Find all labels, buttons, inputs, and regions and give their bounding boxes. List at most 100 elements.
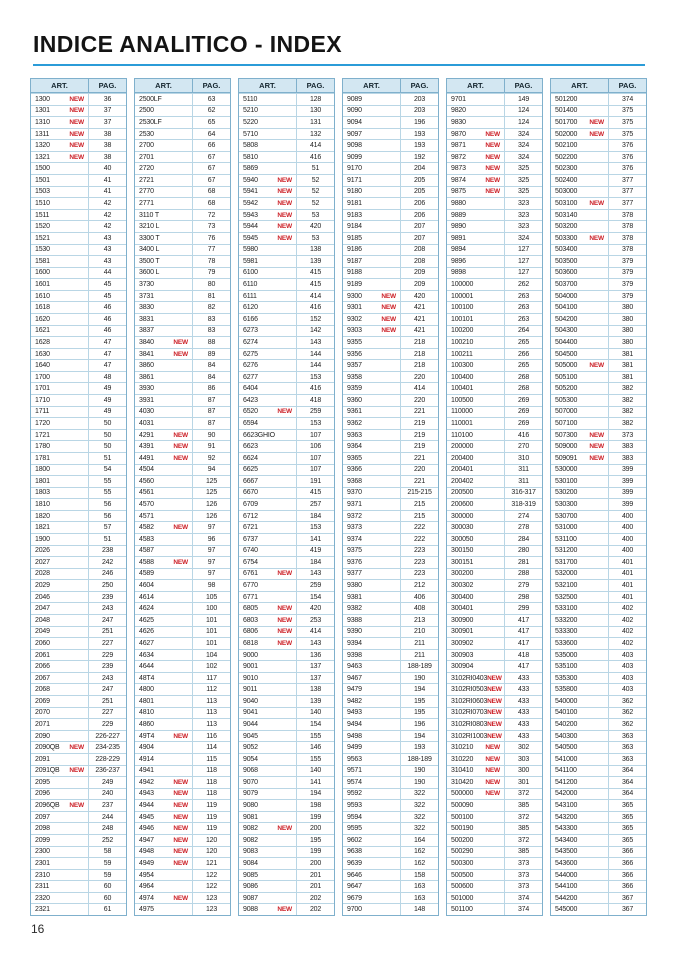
article-number: 500600 <box>451 883 474 891</box>
page-ref: 138 <box>309 686 322 694</box>
page-ref: 259 <box>309 582 322 590</box>
page-ref: 400 <box>621 524 634 532</box>
table-row: 4571 126 <box>135 509 230 522</box>
page-ref: 377 <box>621 188 634 196</box>
table-row: 9186 208 <box>343 243 438 256</box>
new-badge: NEW <box>173 813 188 821</box>
article-number: 2500LF <box>139 95 162 103</box>
table-row: 2321 61 <box>31 903 126 916</box>
table-row: 543600 366 <box>551 857 646 869</box>
article-cell: 100210 <box>447 337 505 348</box>
article-number: 9185 <box>347 234 362 242</box>
page-ref: 38 <box>103 130 112 138</box>
table-row: 3102RI0403 NEW 433 <box>447 671 542 684</box>
page-ref: 380 <box>621 304 634 312</box>
article-cell: 300400 <box>447 591 505 603</box>
new-badge: NEW <box>487 732 502 740</box>
page-ref: 50 <box>103 443 112 451</box>
article-cell: 1621 <box>31 325 89 337</box>
table-row: 1521 43 <box>31 231 126 244</box>
page-ref: 263 <box>517 304 530 312</box>
page-ref: 118 <box>206 790 217 798</box>
table-row: 9898 127 <box>447 266 542 279</box>
page-ref: 420 <box>309 223 322 231</box>
article-number: 2096 <box>35 790 50 798</box>
article-cell: 1721 <box>31 429 89 441</box>
table-row: 9045 155 <box>239 729 334 742</box>
article-number: 505100 <box>555 373 578 381</box>
article-cell: 6737 <box>239 533 297 545</box>
page-ref: 243 <box>101 674 114 682</box>
article-cell: 9602 <box>343 835 401 846</box>
article-number: 6761 <box>243 570 258 578</box>
table-row: 1780 50 <box>31 440 126 452</box>
article-number: 300401 <box>451 605 474 613</box>
page-ref: 37 <box>103 118 112 126</box>
article-cell: 1710 <box>31 395 89 406</box>
article-number: 2090QB <box>35 744 60 752</box>
page-ref: 323 <box>517 223 530 231</box>
page-ref: 247 <box>101 686 114 694</box>
table-row: 48T4 117 <box>135 671 230 684</box>
page-ref: 324 <box>517 234 530 242</box>
article-cell: 9010 <box>239 672 297 684</box>
article-number: 9098 <box>347 142 362 150</box>
table-row: 504100 380 <box>551 301 646 313</box>
article-cell: 6100 <box>239 267 297 279</box>
article-cell: 1780 <box>31 441 89 452</box>
page-ref: 194 <box>413 686 426 694</box>
article-cell: 9898 <box>447 267 505 279</box>
article-cell: 2067 <box>31 672 89 684</box>
table-header-row: ART. PAG. <box>135 79 230 93</box>
article-number: 530300 <box>555 501 578 509</box>
article-number: 5710 <box>243 130 258 138</box>
new-badge: NEW <box>485 176 500 184</box>
article-cell: 1618 <box>31 302 89 313</box>
article-cell: 509091 NEW <box>551 452 609 464</box>
article-number: 6111 <box>243 292 257 300</box>
article-number: 2099 <box>35 836 50 844</box>
page-ref: 205 <box>413 176 426 184</box>
article-cell: 9875 NEW <box>447 186 505 198</box>
article-number: 532000 <box>555 570 578 578</box>
page-ref: 97 <box>207 524 216 532</box>
article-number: 9574 <box>347 778 362 786</box>
page-ref: 372 <box>517 813 530 821</box>
article-cell: 6805 NEW <box>239 603 297 615</box>
page-ref: 269 <box>517 396 530 404</box>
article-number: 4975 <box>139 906 154 914</box>
article-number: 200600 <box>451 501 474 509</box>
table-row: 531100 400 <box>551 532 646 545</box>
page-ref: 51 <box>103 454 112 462</box>
page-ref: 153 <box>309 419 322 427</box>
table-row: 9870 NEW 324 <box>447 127 542 140</box>
table-row: 6520 NEW 259 <box>239 405 334 418</box>
new-badge: NEW <box>381 304 396 312</box>
page-ref: 195 <box>413 709 426 717</box>
table-row: 3400 L 77 <box>135 243 230 256</box>
article-cell: 310420 NEW <box>447 777 505 788</box>
article-number: 502100 <box>555 142 578 150</box>
article-number: 509091 <box>555 454 578 462</box>
table-row: 9872 NEW 324 <box>447 150 542 163</box>
page-ref: 53 <box>311 234 320 242</box>
table-row: 2090 226-227 <box>31 729 126 742</box>
page-ref: 362 <box>621 697 634 705</box>
page-ref: 67 <box>207 153 216 161</box>
table-row: 100300 265 <box>447 359 542 371</box>
article-number: 9184 <box>347 223 362 231</box>
page-ref: 105 <box>205 593 218 601</box>
article-cell: 9184 <box>343 221 401 232</box>
article-number: 9374 <box>347 535 362 543</box>
article-number: 9358 <box>347 373 362 381</box>
article-number: 503100 <box>555 199 578 207</box>
table-row: 300200 288 <box>447 567 542 580</box>
page-ref: 322 <box>413 802 426 810</box>
table-row: 505100 381 <box>551 370 646 383</box>
article-number: 2046 <box>35 593 50 601</box>
table-row: 2067 243 <box>31 671 126 684</box>
new-badge: NEW <box>485 165 500 173</box>
article-cell: 4974 NEW <box>135 892 193 904</box>
table-row: 4587 97 <box>135 544 230 557</box>
article-cell: 6721 <box>239 522 297 533</box>
